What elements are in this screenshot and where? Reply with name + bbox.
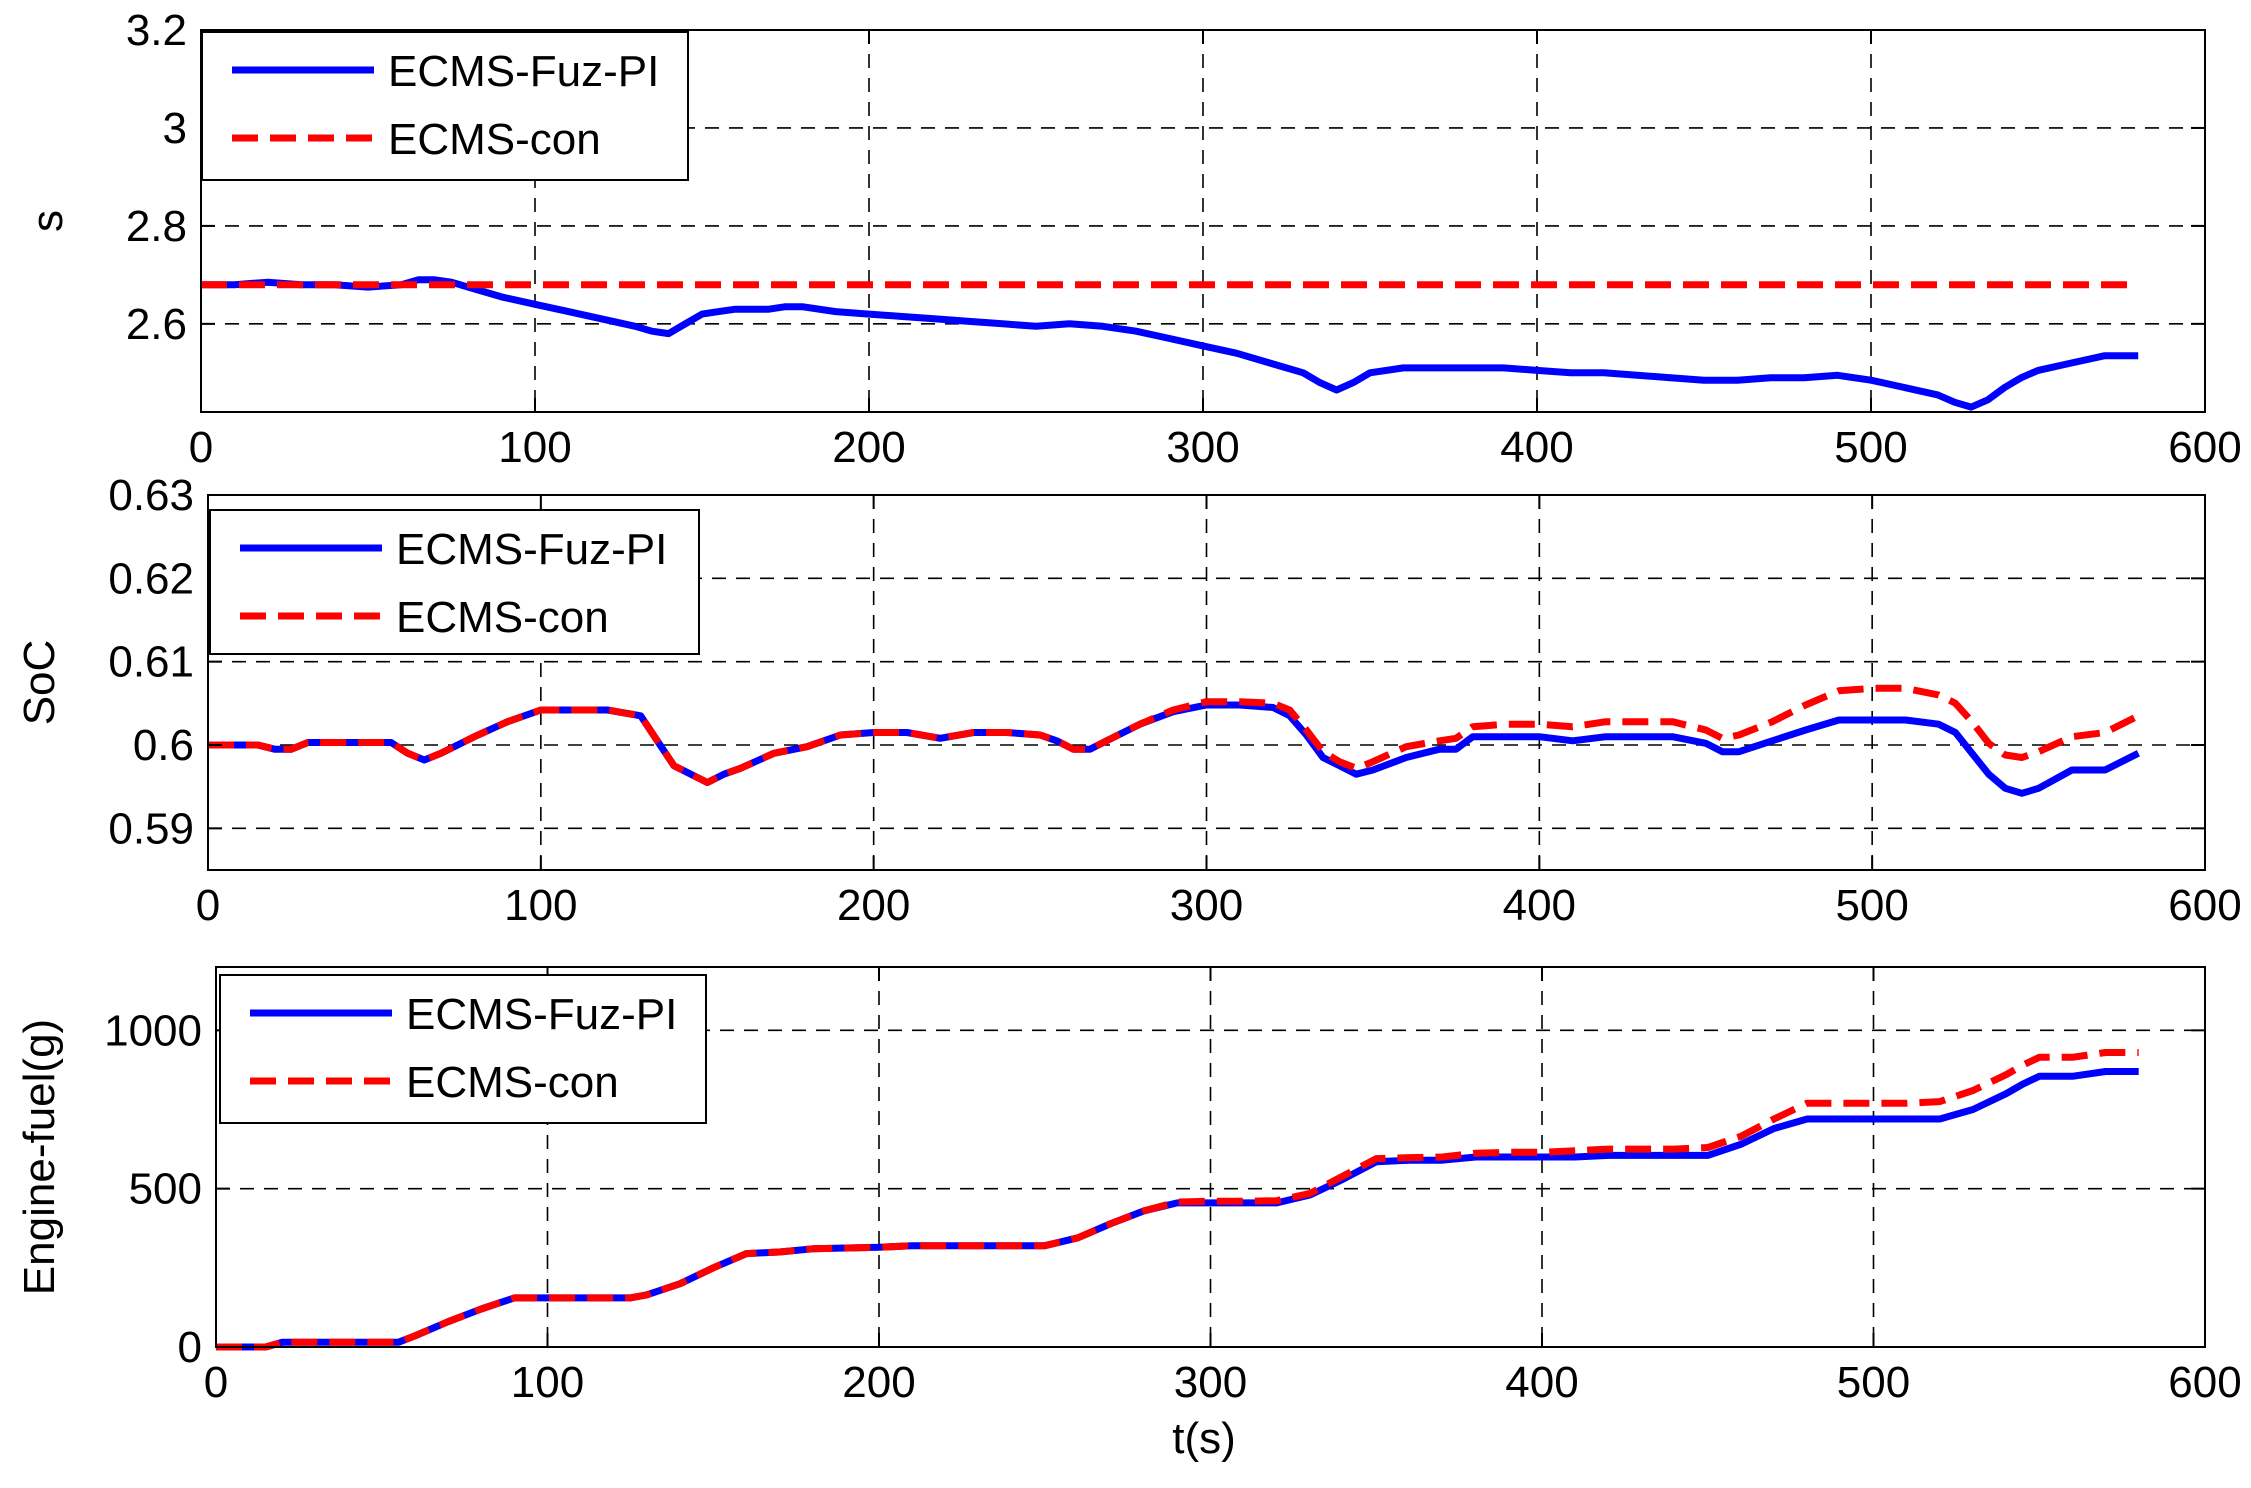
s-legend-label-ecms-con: ECMS-con [388,115,601,164]
s-xtick-label-0: 0 [189,423,213,472]
soc-ytick-label-1: 0.6 [133,721,194,770]
s-xtick-label-200: 200 [832,423,905,472]
engine-fuel-ytick-label-1: 500 [129,1165,202,1214]
soc-xtick-label-0: 0 [196,881,220,930]
engine-fuel-legend: ECMS-Fuz-PI ECMS-con [219,974,707,1124]
soc-legend-label-ecms-con: ECMS-con [396,593,609,642]
soc-subplot: 0 100 200 300 400 500 600 0.59 0.6 0.61 0.62 0.63 So… [15,471,2242,930]
s-legend-label-ecms-fuz-pi: ECMS-Fuz-PI [388,47,659,96]
soc-legend-label-ecms-fuz-pi: ECMS-Fuz-PI [396,525,667,574]
engine-fuel-xtick-label-500: 500 [1837,1358,1910,1407]
engine-fuel-legend-label-ecms-con: ECMS-con [406,1058,619,1107]
soc-xtick-label-300: 300 [1170,881,1243,930]
s-xtick-label-300: 300 [1166,423,1239,472]
s-ytick-label-3: 3.2 [126,6,187,55]
engine-fuel-legend-box [219,974,707,1124]
s-legend-box [201,31,689,181]
s-xtick-label-600: 600 [2168,423,2241,472]
engine-fuel-subplot: 0 100 200 300 400 500 600 0 500 1000 Engine-fuel(g… [15,966,2242,1407]
s-subplot: 0 100 200 300 400 500 600 2.6 2.8 3 3.2 s ECMS-Fuz-P… [23,6,2242,472]
engine-fuel-xtick-label-400: 400 [1505,1358,1578,1407]
soc-legend: ECMS-Fuz-PI ECMS-con [209,509,700,655]
engine-fuel-xtick-label-200: 200 [842,1358,915,1407]
engine-fuel-xtick-label-100: 100 [511,1358,584,1407]
soc-series-ecms-con-line [208,684,2140,786]
soc-ytick-label-3: 0.62 [108,554,194,603]
soc-ytick-label-4: 0.63 [108,471,194,520]
engine-fuel-xtick-label-300: 300 [1174,1358,1247,1407]
x-axis-label: t(s) [1172,1414,1236,1463]
s-y-axis-label: s [23,210,72,232]
s-series-ecms-fuz-pi-line [201,276,2139,411]
soc-xtick-label-100: 100 [504,881,577,930]
engine-fuel-legend-label-ecms-fuz-pi: ECMS-Fuz-PI [406,990,677,1039]
s-xtick-label-500: 500 [1834,423,1907,472]
soc-ytick-label-2: 0.61 [108,638,194,687]
s-ytick-label-0: 2.6 [126,300,187,349]
engine-fuel-xtick-label-600: 600 [2168,1358,2241,1407]
engine-fuel-ytick-label-0: 0 [178,1323,202,1372]
s-ytick-label-2: 3 [163,104,187,153]
soc-legend-box [209,509,700,655]
soc-xtick-label-200: 200 [837,881,910,930]
s-ytick-label-1: 2.8 [126,202,187,251]
s-xtick-label-400: 400 [1500,423,1573,472]
soc-xtick-label-500: 500 [1835,881,1908,930]
engine-fuel-series-ecms-con-line [216,1049,2139,1351]
engine-fuel-xtick-label-0: 0 [204,1358,228,1407]
s-xtick-label-100: 100 [498,423,571,472]
engine-fuel-y-axis-label: Engine-fuel(g) [15,1019,64,1295]
engine-fuel-ytick-label-2: 1000 [104,1006,202,1055]
soc-y-axis-label: SoC [15,640,64,726]
s-legend: ECMS-Fuz-PI ECMS-con [201,31,689,181]
soc-xtick-label-400: 400 [1503,881,1576,930]
soc-ytick-label-0: 0.59 [108,804,194,853]
soc-xtick-label-600: 600 [2168,881,2241,930]
